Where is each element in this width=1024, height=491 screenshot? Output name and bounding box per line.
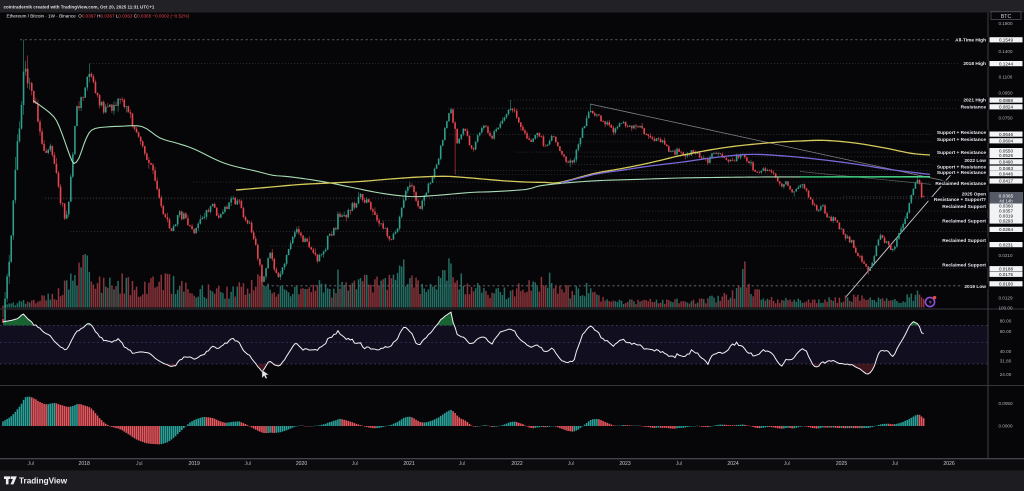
svg-text:0.0160: 0.0160: [999, 282, 1013, 287]
svg-text:0.1549: 0.1549: [999, 38, 1013, 43]
svg-text:Support + Resistance: Support + Resistance: [937, 130, 987, 136]
svg-text:Jul: Jul: [784, 461, 791, 467]
svg-text:0.0357: 0.0357: [999, 209, 1013, 214]
svg-text:2023: 2023: [619, 461, 630, 467]
svg-text:31.80: 31.80: [1000, 359, 1012, 364]
svg-text:Jul: Jul: [892, 461, 899, 467]
svg-text:Support + Resistance: Support + Resistance: [937, 164, 987, 170]
svg-text:Support + Resistance: Support + Resistance: [937, 170, 987, 176]
svg-text:Support + Resistance: Support + Resistance: [937, 150, 987, 156]
svg-text:Reclaimed Support: Reclaimed Support: [942, 238, 986, 244]
svg-text:0.0750: 0.0750: [998, 116, 1012, 121]
svg-text:0.0888: 0.0888: [999, 98, 1013, 103]
svg-text:Jul: Jul: [28, 461, 35, 467]
svg-text:0.0210: 0.0210: [998, 253, 1012, 258]
svg-text:2019: 2019: [189, 461, 200, 467]
svg-text:0.0550: 0.0550: [999, 148, 1013, 153]
svg-text:0.0231: 0.0231: [999, 242, 1013, 247]
svg-text:BTC: BTC: [1001, 14, 1012, 20]
svg-text:Reclaimed Support: Reclaimed Support: [942, 219, 986, 225]
svg-text:0.0188: 0.0188: [999, 266, 1013, 271]
svg-text:Jul: Jul: [568, 461, 575, 467]
svg-text:0.0446: 0.0446: [999, 171, 1013, 176]
svg-text:Reclaimed Support: Reclaimed Support: [942, 262, 986, 268]
svg-text:All-Time High: All-Time High: [955, 37, 986, 43]
svg-text:40.00: 40.00: [1000, 349, 1012, 354]
svg-text:2026: 2026: [943, 461, 954, 467]
svg-text:0.1800: 0.1800: [998, 21, 1012, 26]
svg-text:Jul: Jul: [352, 461, 359, 467]
svg-text:Support + Resistance: Support + Resistance: [937, 137, 987, 143]
svg-text:2022 Low: 2022 Low: [964, 158, 986, 164]
svg-text:Resistance: Resistance: [961, 104, 987, 110]
svg-text:0.0293: 0.0293: [999, 219, 1013, 224]
svg-text:0.0824: 0.0824: [999, 105, 1013, 110]
svg-text:2020: 2020: [296, 461, 307, 467]
svg-text:0.1400: 0.1400: [998, 49, 1012, 54]
svg-text:TradingView: TradingView: [19, 477, 68, 486]
svg-text:Resistance + Support?: Resistance + Support?: [934, 197, 986, 203]
svg-text:0.0417: 0.0417: [999, 179, 1013, 184]
svg-text:0.0604: 0.0604: [999, 139, 1013, 144]
svg-text:2018: 2018: [79, 461, 90, 467]
svg-text:0.0646: 0.0646: [999, 132, 1013, 137]
svg-text:24.00: 24.00: [1000, 372, 1012, 377]
svg-text:0.0950: 0.0950: [998, 91, 1012, 96]
svg-text:0.0000: 0.0000: [998, 424, 1012, 429]
svg-text:0.0360: 0.0360: [999, 204, 1013, 209]
svg-text:2019 Low: 2019 Low: [964, 284, 986, 290]
svg-text:4d 14h: 4d 14h: [999, 199, 1013, 204]
svg-text:0.0264: 0.0264: [999, 227, 1013, 232]
svg-text:Jul: Jul: [136, 461, 143, 467]
svg-text:0.0490: 0.0490: [999, 160, 1013, 165]
svg-text:cointradernik created with Tra: cointradernik created with TradingView.c…: [4, 5, 155, 10]
svg-text:0.0526: 0.0526: [999, 153, 1013, 158]
svg-text:0.0129: 0.0129: [998, 295, 1012, 300]
svg-text:0.1244: 0.1244: [999, 61, 1013, 66]
svg-text:0.1100: 0.1100: [999, 75, 1013, 80]
svg-text:60.00: 60.00: [1000, 329, 1012, 334]
svg-text:Reclaimed Support: Reclaimed Support: [942, 204, 986, 210]
svg-text:2018 High: 2018 High: [963, 61, 986, 67]
svg-text:Jul: Jul: [459, 461, 466, 467]
svg-text:2021: 2021: [403, 461, 414, 467]
svg-text:2021 High: 2021 High: [963, 98, 986, 104]
svg-text:2022: 2022: [511, 461, 522, 467]
svg-text:Jul: Jul: [676, 461, 683, 467]
svg-text:Reclaimed Resistance: Reclaimed Resistance: [935, 181, 986, 187]
svg-text:Ethereum / Bitcoin · 1W · Bina: Ethereum / Bitcoin · 1W · Binance O0.036…: [7, 13, 190, 18]
svg-text:2024: 2024: [727, 461, 738, 467]
svg-text:2025: 2025: [836, 461, 847, 467]
svg-text:100.00: 100.00: [998, 305, 1012, 310]
svg-text:Jul: Jul: [245, 461, 252, 467]
svg-text:80.00: 80.00: [1000, 318, 1012, 323]
svg-text:0.0050: 0.0050: [998, 401, 1012, 406]
svg-text:0.0319: 0.0319: [999, 214, 1013, 219]
svg-text:0.0365: 0.0365: [999, 194, 1014, 200]
svg-text:0.0175: 0.0175: [999, 272, 1013, 277]
svg-text:2025 Open: 2025 Open: [962, 192, 986, 198]
svg-text:0.0463: 0.0463: [999, 166, 1013, 171]
